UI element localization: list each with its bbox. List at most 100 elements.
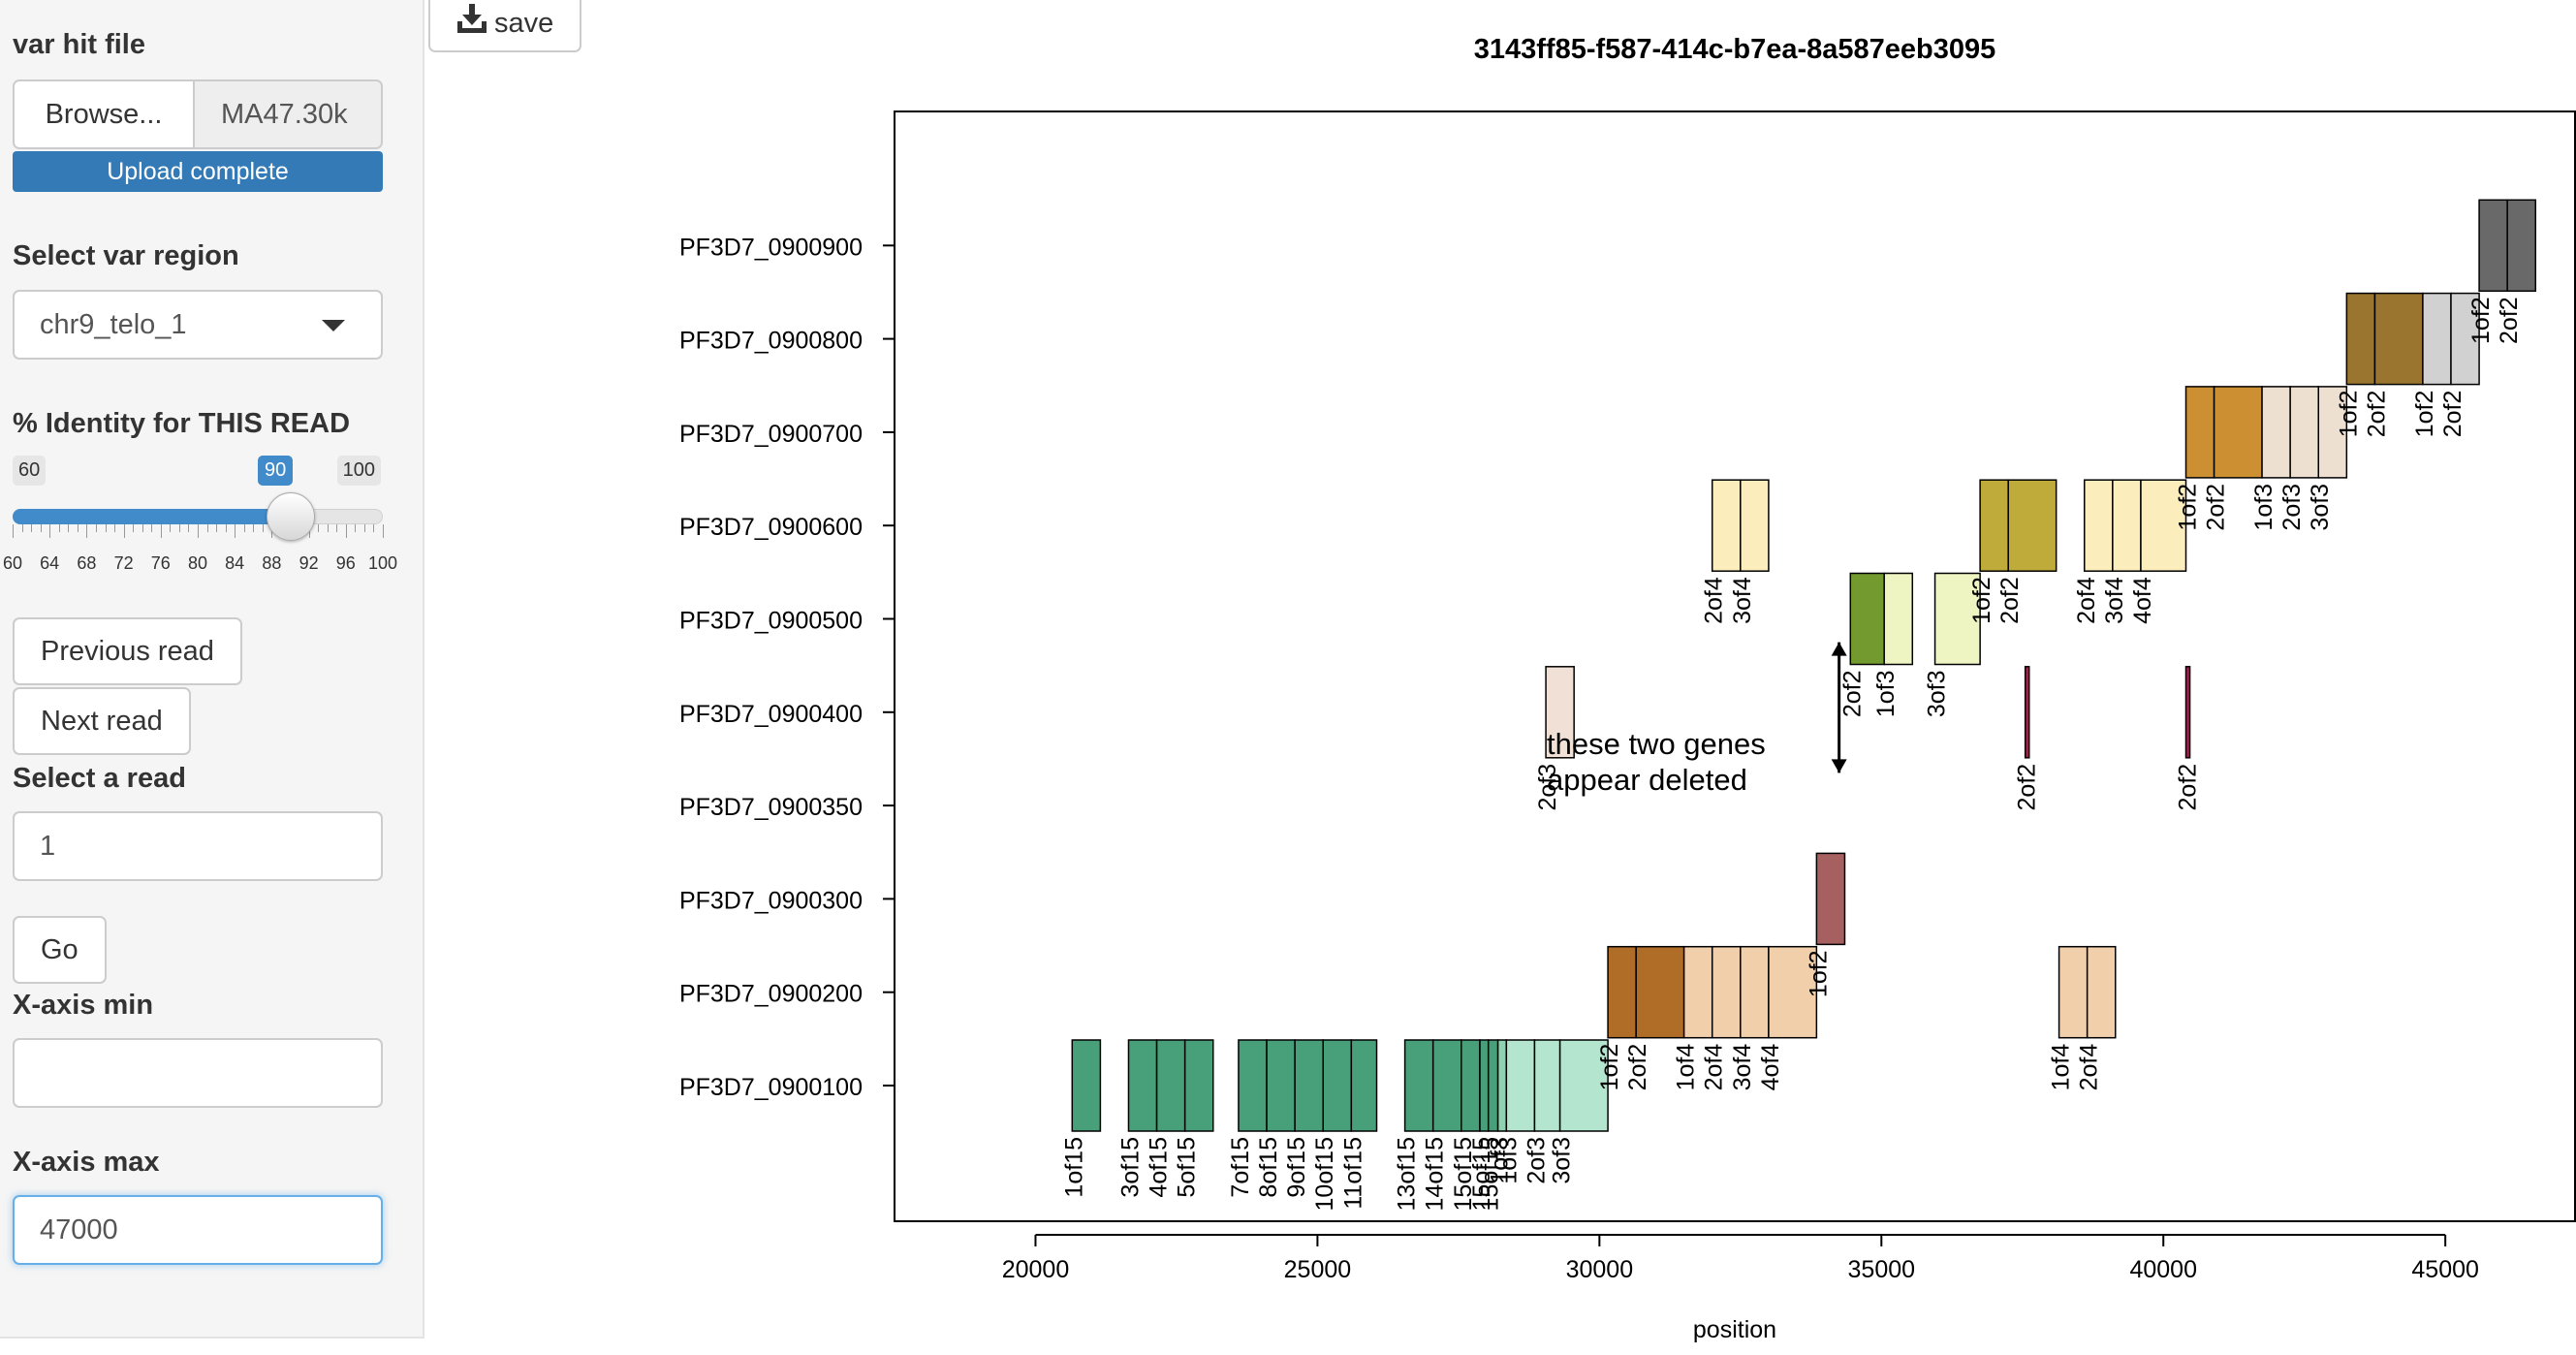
identity-slider-fill [13,509,291,524]
gene-segment [1635,945,1685,1039]
gene-segment [1431,1039,1462,1132]
region-label: Select var region [13,240,239,271]
segment-label: 11of15 [1339,1137,1367,1210]
segment-label: 1of3 [1494,1137,1522,1184]
slider-tick [355,524,357,532]
slider-tick-label: 96 [335,553,356,573]
slider-tick [216,524,218,532]
segment-label: 2of3 [1534,764,1561,811]
x-axis: 20000 25000 30000 35000 40000 45000 [1002,1234,2479,1283]
gene-segment [1711,479,1742,572]
slider-tick [243,524,245,532]
slider-tick-label: 68 [77,553,97,573]
slider-tick [235,524,236,538]
slider-tick [58,524,60,532]
segment-label: 2of4 [1701,577,1728,624]
segment-label: 2of2 [2175,764,2202,811]
segment-label: 8of15 [1255,1137,1282,1198]
segment-label: 13of15 [1394,1137,1421,1211]
slider-tick [151,524,153,532]
gene-segment [1533,1039,1561,1132]
slider-tick [225,524,227,532]
gene-segment [2345,292,2376,386]
region-select[interactable]: chr9_telo_1 [13,290,383,360]
gene-segment [2140,479,2187,572]
gene-segment [1127,1039,1158,1132]
segment-label: 10of15 [1311,1137,1338,1211]
previous-read-button[interactable]: Previous read [13,617,242,685]
segment-label: 3of4 [1729,577,1756,624]
gene-segment [1682,945,1713,1039]
file-input-group: Browse... MA47.30k [13,79,383,149]
segment-label: 3of15 [1116,1137,1144,1198]
x-tick-label: 35000 [1848,1256,1916,1283]
y-tick-label: PF3D7_0900300 [679,887,863,914]
slider-ticks: 60 64 68 72 76 80 84 88 92 96 100 [3,524,397,573]
x-tick-label: 45000 [2411,1256,2479,1283]
gene-segment [2289,386,2319,479]
gene-segment [1815,852,1846,946]
gene-segment [1711,945,1742,1039]
x-tick-label: 40000 [2129,1256,2197,1283]
read-number-input[interactable]: 1 [13,811,383,881]
gene-segment [1294,1039,1324,1132]
xmin-input[interactable] [13,1038,383,1108]
slider-tick-label: 64 [40,553,60,573]
region-select-value: chr9_telo_1 [40,309,187,340]
segment-label: 2of2 [2439,391,2466,438]
segment-label: 3of3 [1924,671,1951,718]
save-button[interactable]: save [428,0,581,52]
gene-segment [1266,1039,1296,1132]
next-read-button[interactable]: Next read [13,687,191,755]
var-hit-file-label: var hit file [13,29,145,60]
segment-label: 1of3 [1872,671,1900,718]
upload-progress-bar: Upload complete [13,151,383,192]
slider-tick [133,524,135,532]
annotation-line-2: appear deleted [1547,763,1747,797]
segment-label: 9of15 [1283,1137,1310,1198]
gene-segment [1350,1039,1378,1132]
segment-label: 15of15 [1468,1137,1495,1211]
file-name-field: MA47.30k [193,79,383,149]
annotation-line-1: these two genes [1547,727,1766,761]
xmax-input[interactable]: 47000 [13,1195,383,1265]
gene-segment [2184,386,2215,479]
segment-label: 2of3 [1523,1137,1550,1184]
slider-tick [95,524,97,532]
identity-label: % Identity for THIS READ [13,408,351,439]
annotation-arrow [1831,642,1847,773]
slider-tick-label: 88 [262,553,282,573]
slider-tick [49,524,51,538]
slider-tick [114,524,116,532]
gene-segment [2184,666,2191,759]
segment-label: 15of15 [1477,1137,1504,1211]
gene-segment [1461,1039,1481,1132]
slider-tick [336,524,338,532]
segment-label: 3of4 [1729,1044,1756,1091]
segment-label: 1of15 [1060,1137,1087,1198]
gene-segment [1883,572,1914,666]
segment-label: 4of4 [1757,1044,1784,1091]
segment-label: 1of4 [2048,1044,2075,1091]
slider-tick-label: 76 [150,553,171,573]
segment-label: 1of3 [2250,484,2278,531]
x-tick-label: 20000 [1002,1256,1070,1283]
gene-segment [2086,945,2117,1039]
segment-labels: 1of15 3of15 4of15 5of15 7of15 8of15 9of15 10of1… [1060,297,2523,1211]
slider-tick [86,524,88,538]
segment-label: 1of2 [2335,391,2362,438]
annotation-arrow-head-down [1831,759,1847,773]
go-button[interactable]: Go [13,916,107,984]
gene-segment [1071,1039,1102,1132]
segment-label: 4of15 [1146,1137,1173,1198]
gene-segment [2007,479,2058,572]
gene-segment [2506,199,2537,293]
slider-tick [373,524,375,532]
segment-label: 1of4 [1673,1044,1700,1091]
x-axis-label: position [1693,1316,1776,1343]
segment-label: 14of15 [1422,1137,1449,1211]
identity-slider-handle[interactable] [266,492,315,541]
xmax-label: X-axis max [13,1147,160,1178]
gene-segment [1322,1039,1353,1132]
slider-tick [318,524,320,532]
